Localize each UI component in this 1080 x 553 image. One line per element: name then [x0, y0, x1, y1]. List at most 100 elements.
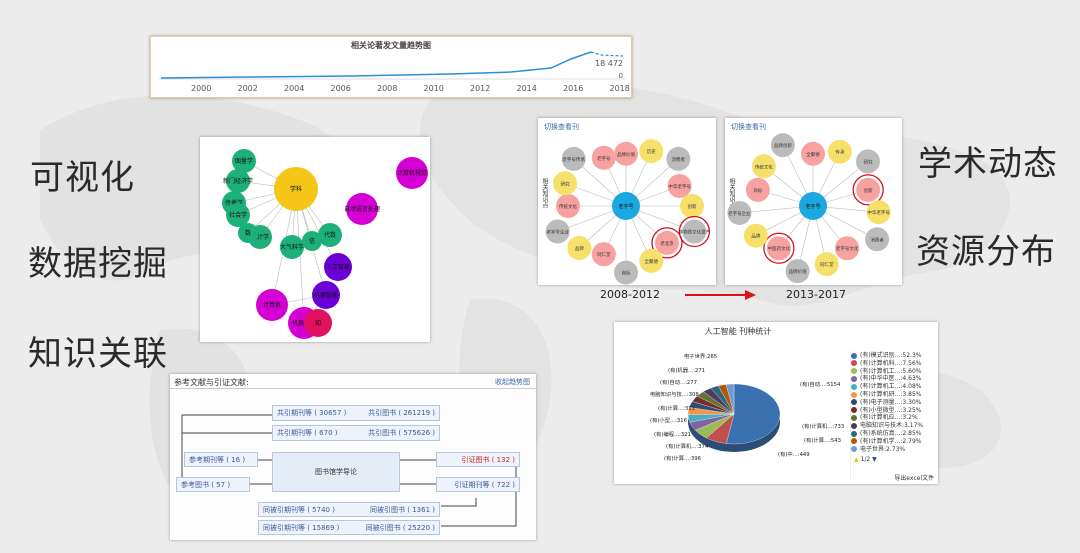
period-node[interactable] — [545, 219, 570, 244]
legend-label: (有)计算机工...:5.60% — [860, 367, 922, 375]
network-node[interactable] — [280, 235, 304, 259]
period-node-label: 品牌价值 — [789, 268, 807, 275]
period-node[interactable] — [770, 133, 795, 158]
period-node[interactable] — [666, 146, 691, 171]
pie-legend-item[interactable]: (有)模式识别...:52.3% — [851, 350, 922, 359]
center-book-box[interactable]: 图书馆学导论 — [272, 452, 400, 492]
period-node-label: 传统文化 — [755, 163, 773, 170]
network-node[interactable] — [226, 169, 250, 193]
period-right-title: 切换查看刊 — [731, 123, 766, 131]
pie-legend-item[interactable]: 电子世界:2.73% — [851, 444, 905, 453]
export-excel-link[interactable]: 导出excel文件 — [894, 475, 934, 482]
period-node[interactable] — [827, 139, 852, 164]
period-node[interactable] — [785, 259, 810, 284]
pie-legend-item[interactable]: (有)系统仿真...:2.85% — [851, 428, 922, 437]
period-node[interactable] — [727, 200, 752, 225]
pie-slice[interactable] — [726, 383, 781, 445]
period-node[interactable] — [639, 248, 664, 273]
legend-swatch — [851, 352, 857, 359]
pie-pager[interactable]: ▲ 1/2 ▼ — [854, 456, 877, 463]
pager-down-icon[interactable]: ▼ — [872, 456, 877, 463]
pie-legend-item[interactable]: (有)小型微型...:3.25% — [851, 405, 922, 414]
pie-legend-item[interactable]: (有)计算机工...:5.60% — [851, 366, 922, 375]
pie-legend-item[interactable]: (有)电子测量...:3.30% — [851, 397, 922, 406]
period-node[interactable] — [667, 174, 692, 199]
network-node[interactable] — [232, 149, 256, 173]
citing-journals-box[interactable]: 引证期刊等 ( 722 ) — [436, 477, 520, 492]
period-node[interactable] — [865, 227, 890, 252]
period-node[interactable] — [856, 177, 881, 202]
period-node-label: 老字号 — [597, 155, 611, 162]
network-node[interactable] — [318, 223, 342, 247]
network-node-label: 统计学 — [251, 233, 269, 241]
period-node[interactable] — [801, 141, 825, 166]
citing-books-box[interactable]: 引证图书 ( 132 ) — [436, 452, 520, 467]
period-node[interactable] — [655, 230, 680, 255]
period-node[interactable] — [814, 252, 839, 277]
pie-slice[interactable] — [725, 383, 735, 415]
period-node[interactable] — [855, 149, 880, 174]
network-node[interactable] — [324, 253, 352, 281]
pie-legend-item[interactable]: (有)计算机科...:7.56% — [851, 358, 922, 367]
legend-label: (有)计算机研...:3.85% — [860, 391, 922, 398]
pie-legend-item[interactable]: (有)计算机应...:3.2% — [851, 412, 918, 421]
reference-journals-box[interactable]: 参考期刊等 ( 16 ) — [184, 452, 258, 467]
period-node-label: 中华老字号 — [668, 183, 691, 190]
period-node-label: 同仁堂 — [597, 251, 611, 258]
network-node[interactable] — [304, 309, 332, 337]
period-node-label: 老字号文化 — [836, 245, 859, 252]
period-node[interactable] — [614, 260, 638, 285]
period-node[interactable] — [639, 139, 664, 164]
legend-label: (有)计算机学...:2.79% — [860, 437, 922, 445]
pie-chart-panel: 人工智能 刊种统计 电子世界:265 (有)机器...:271 (有)自动...:2… — [614, 322, 938, 484]
network-node[interactable] — [274, 167, 318, 211]
reference-books-label: 参考图书 ( 57 ) — [181, 480, 231, 489]
network-node[interactable] — [256, 289, 288, 321]
trend-year-label: 2000 — [191, 84, 212, 93]
co-cited-by-box-2[interactable]: 同被引期刊等 ( 15869 ) 同被引图书 ( 25220 ) — [258, 520, 440, 535]
network-node[interactable] — [312, 281, 340, 309]
cocited-box-1[interactable]: 共引期刊等 ( 30657 ) 共引图书 ( 261219 ) — [272, 405, 440, 421]
pie-legend-item[interactable]: (有)计算机工...:4.08% — [851, 381, 922, 390]
period-node[interactable] — [835, 236, 860, 261]
cocited-box-2[interactable]: 共引期刊等 ( 670 ) 共引图书 ( 575626 ) — [272, 425, 440, 441]
pie-legend-item[interactable]: (有)计算机学...:2.79% — [851, 436, 922, 445]
period-node[interactable] — [866, 200, 891, 225]
period-node[interactable] — [556, 194, 580, 218]
network-node[interactable] — [302, 231, 322, 251]
period-node[interactable] — [751, 154, 776, 179]
period-node[interactable] — [591, 242, 616, 267]
period-node[interactable] — [682, 219, 707, 244]
period-node[interactable] — [553, 171, 578, 196]
network-node[interactable] — [346, 193, 378, 225]
collapse-trend-link[interactable]: 收起趋势图 — [495, 378, 530, 386]
period-node-label: 品牌 — [751, 233, 760, 240]
network-node-label: 代数 — [324, 231, 336, 239]
network-node[interactable] — [396, 157, 428, 189]
period-panel-right: 切换查看刊 相关知识点 全聚德 传承 研究 创新 中华老字号 消费者 老字号文化 同仁堂 品牌价… — [725, 118, 902, 285]
period-node[interactable] — [680, 194, 704, 218]
legend-swatch — [851, 360, 857, 367]
period-node[interactable] — [591, 145, 616, 170]
period-node[interactable] — [745, 177, 770, 202]
pager-up-icon[interactable]: ▲ — [854, 456, 859, 463]
network-node-label: 信 — [309, 237, 315, 245]
pie-legend-item[interactable]: (有)计算机研...:3.85% — [851, 389, 922, 398]
period-center-node[interactable] — [799, 192, 827, 220]
pie-legend-item[interactable]: 电脑知识与技术:3.17% — [851, 420, 923, 429]
co-cited-by-box-1[interactable]: 同被引期刊等 ( 5740 ) 同被引图书 ( 1361 ) — [258, 502, 440, 517]
network-node[interactable] — [238, 223, 258, 243]
period-node[interactable] — [614, 141, 638, 166]
period-node-label: 品牌价值 — [617, 151, 635, 158]
period-node[interactable] — [567, 236, 592, 261]
period-center-node[interactable] — [612, 192, 640, 220]
reference-books-box[interactable]: 参考图书 ( 57 ) — [176, 477, 250, 492]
arrow-right-icon — [685, 290, 756, 300]
period-node[interactable] — [561, 146, 586, 171]
period-node[interactable] — [766, 236, 791, 261]
period-node-label: 传统文化 — [559, 203, 577, 210]
network-node[interactable] — [226, 203, 250, 227]
pie-chart-title: 人工智能 刊种统计 — [704, 327, 772, 336]
pie-legend-item[interactable]: (有)中华中医...:4.63% — [851, 373, 922, 382]
period-node[interactable] — [743, 223, 768, 248]
